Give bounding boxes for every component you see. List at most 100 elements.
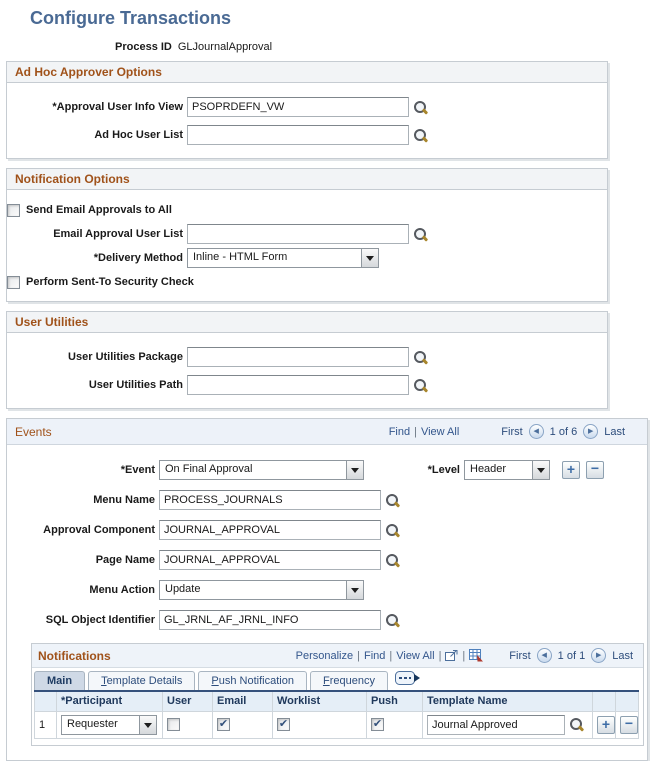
events-view-all-link[interactable]: View All [420, 425, 460, 438]
search-icon[interactable] [569, 717, 584, 732]
template-name-header: Template Name [422, 690, 593, 712]
email-checkbox[interactable] [217, 718, 230, 732]
search-icon[interactable] [385, 493, 400, 508]
notifications-view-all-link[interactable]: View All [396, 649, 435, 662]
event-select[interactable]: On Final Approval [159, 460, 364, 480]
add-row-button[interactable]: + [562, 461, 580, 479]
tab-push-notification[interactable]: Push Notification [198, 671, 307, 690]
events-box: Events Find | View All First ◀ 1 of 6 ▶ La… [6, 418, 648, 761]
add-column-header [592, 690, 616, 712]
tab-main[interactable]: Main [34, 671, 86, 690]
notifications-find-link[interactable]: Find [363, 649, 386, 662]
send-email-approvals-checkbox[interactable] [7, 203, 20, 217]
approval-user-info-view-input[interactable] [187, 97, 409, 117]
page-name-input[interactable] [159, 550, 381, 570]
tab-frequency[interactable]: Frequency [309, 671, 388, 690]
template-name-input[interactable] [427, 714, 565, 735]
sent-to-security-checkbox[interactable] [7, 275, 20, 289]
menu-name-input[interactable] [159, 490, 381, 510]
notification-options-title: Notification Options [7, 169, 607, 190]
menu-action-label: Menu Action [89, 584, 155, 596]
user-utilities-package-input[interactable] [187, 347, 409, 367]
email-approval-user-list-input[interactable] [187, 224, 409, 244]
approval-component-input[interactable] [159, 520, 381, 540]
delivery-method-row: *Delivery Method Inline - HTML Form [7, 247, 601, 269]
page-name-row: Page Name [7, 549, 647, 571]
delivery-method-select[interactable]: Inline - HTML Form [187, 248, 379, 268]
chevron-down-icon[interactable] [139, 715, 156, 734]
notifications-pager-first[interactable]: First [509, 649, 531, 662]
menu-action-select[interactable]: Update [159, 580, 364, 600]
notifications-toolbar: Personalize | Find | View All | | [296, 649, 484, 662]
delete-row-button[interactable]: − [620, 715, 638, 734]
user-utilities-title: User Utilities [7, 312, 607, 333]
search-icon[interactable] [413, 350, 428, 365]
notifications-box: Notifications Personalize | Find | View … [31, 643, 644, 746]
send-email-approvals-label: Send Email Approvals to All [26, 204, 172, 216]
search-icon[interactable] [413, 378, 428, 393]
approval-user-info-view-row: *Approval User Info View [7, 96, 601, 118]
events-pager-first[interactable]: First [501, 425, 523, 438]
events-find-links: Find | View All [389, 426, 460, 438]
user-utilities-box: User Utilities User Utilities Package Us… [6, 311, 608, 409]
send-email-approvals-row: Send Email Approvals to All [7, 199, 601, 221]
level-value: Header [470, 463, 507, 475]
prev-page-button[interactable]: ◀ [528, 424, 544, 439]
separator: | [462, 649, 466, 662]
prev-page-button[interactable]: ◀ [536, 648, 552, 663]
level-select[interactable]: Header [464, 460, 550, 480]
event-label: *Event [120, 464, 155, 476]
personalize-link[interactable]: Personalize [295, 649, 354, 662]
events-pager-current: 1 of 6 [549, 425, 578, 438]
process-id-row: Process ID GLJournalApproval [115, 41, 654, 53]
grid-header-row: *Participant User Email Worklist Push Te… [34, 690, 639, 712]
zoom-window-icon[interactable] [445, 649, 458, 662]
user-checkbox[interactable] [167, 718, 180, 732]
adhoc-user-list-input[interactable] [187, 125, 409, 145]
prev-arrow-icon: ◀ [541, 652, 547, 659]
participant-value: Requester [67, 717, 118, 730]
chevron-down-icon[interactable] [361, 249, 378, 267]
next-page-button[interactable]: ▶ [583, 424, 599, 439]
participant-header: *Participant [56, 690, 163, 712]
notifications-pager: First ◀ 1 of 1 ▶ Last [509, 648, 633, 663]
events-pager: First ◀ 1 of 6 ▶ Last [501, 424, 625, 439]
notifications-pager-last[interactable]: Last [612, 649, 633, 662]
separator: | [414, 425, 417, 438]
chevron-down-icon[interactable] [346, 461, 363, 479]
worklist-header: Worklist [272, 690, 367, 712]
chevron-down-icon[interactable] [346, 581, 363, 599]
notifications-grid: *Participant User Email Worklist Push Te… [34, 690, 639, 739]
level-label: *Level [427, 464, 460, 476]
user-utilities-package-row: User Utilities Package [7, 346, 601, 368]
events-find-link[interactable]: Find [388, 425, 411, 438]
search-icon[interactable] [385, 613, 400, 628]
search-icon[interactable] [413, 227, 428, 242]
user-utilities-package-label: User Utilities Package [68, 351, 183, 363]
download-grid-icon[interactable] [469, 649, 484, 662]
delete-row-button[interactable]: − [586, 461, 604, 479]
events-title: Events [15, 424, 52, 439]
add-row-button[interactable]: + [597, 715, 615, 734]
sql-object-input[interactable] [159, 610, 381, 630]
search-icon[interactable] [413, 100, 428, 115]
show-all-tabs-icon[interactable] [394, 671, 420, 689]
delete-column-header [615, 690, 639, 712]
user-utilities-path-input[interactable] [187, 375, 409, 395]
table-row: 1 Requester [34, 710, 639, 739]
user-utilities-path-label: User Utilities Path [88, 379, 183, 391]
search-icon[interactable] [413, 128, 428, 143]
push-checkbox[interactable] [371, 718, 384, 732]
worklist-checkbox[interactable] [277, 718, 290, 732]
search-icon[interactable] [385, 553, 400, 568]
email-approval-user-list-label: Email Approval User List [53, 228, 183, 240]
events-pager-last[interactable]: Last [604, 425, 625, 438]
participant-select[interactable]: Requester [61, 714, 157, 735]
search-icon[interactable] [385, 523, 400, 538]
chevron-down-icon[interactable] [532, 461, 549, 479]
row-number-header [34, 690, 57, 712]
email-header: Email [212, 690, 273, 712]
sql-object-row: SQL Object Identifier [7, 609, 647, 631]
next-page-button[interactable]: ▶ [591, 648, 607, 663]
tab-template-details[interactable]: Template Details [88, 671, 196, 690]
